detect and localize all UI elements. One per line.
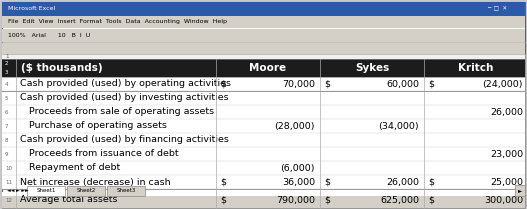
Bar <box>515 185 525 196</box>
Text: 26,000: 26,000 <box>386 177 419 186</box>
Text: 25,000: 25,000 <box>490 177 523 186</box>
Text: File  Edit  View  Insert  Format  Tools  Data  Accounting  Window  Help: File Edit View Insert Format Tools Data … <box>8 19 227 24</box>
Text: 23,000: 23,000 <box>490 149 523 158</box>
Bar <box>67 186 105 196</box>
Bar <box>2 119 525 133</box>
Text: (34,000): (34,000) <box>378 121 419 130</box>
Text: 790,000: 790,000 <box>276 195 315 204</box>
Bar <box>2 161 525 175</box>
Text: 10: 10 <box>5 166 12 171</box>
Text: 70,000: 70,000 <box>282 79 315 88</box>
Bar <box>2 59 525 77</box>
Text: ►: ► <box>518 189 522 194</box>
Text: $: $ <box>324 177 330 186</box>
Bar <box>27 186 65 196</box>
Text: Sykes: Sykes <box>355 63 389 73</box>
Text: $: $ <box>220 195 226 204</box>
Text: 100%   Arial      10   B  I  U: 100% Arial 10 B I U <box>8 33 90 38</box>
Bar <box>2 175 525 189</box>
Text: (6,000): (6,000) <box>280 163 315 172</box>
Bar <box>2 196 525 209</box>
Text: 60,000: 60,000 <box>386 79 419 88</box>
Text: $: $ <box>428 177 434 186</box>
Text: 5: 5 <box>5 96 8 101</box>
Text: 625,000: 625,000 <box>380 195 419 204</box>
Text: 4: 4 <box>5 82 8 87</box>
Text: 1: 1 <box>5 54 8 59</box>
Text: 7: 7 <box>5 124 8 129</box>
Text: 9: 9 <box>5 152 8 157</box>
Bar <box>2 192 525 208</box>
Text: Proceeds from sale of operating assets: Proceeds from sale of operating assets <box>20 107 214 116</box>
Text: 8: 8 <box>5 138 8 143</box>
Text: ◄◄ ► ►►: ◄◄ ► ►► <box>7 189 29 194</box>
Text: 26,000: 26,000 <box>490 107 523 116</box>
Text: Cash provided (used) by investing activities: Cash provided (used) by investing activi… <box>20 93 229 102</box>
Text: Sheet3: Sheet3 <box>116 189 135 194</box>
Text: 36,000: 36,000 <box>282 177 315 186</box>
Bar <box>107 186 145 196</box>
Text: 12: 12 <box>5 198 12 203</box>
Text: 2: 2 <box>5 61 8 66</box>
Text: Net increase (decrease) in cash: Net increase (decrease) in cash <box>20 177 171 186</box>
Bar <box>2 133 525 147</box>
Bar <box>2 2 525 16</box>
Text: Purchase of operating assets: Purchase of operating assets <box>20 121 167 130</box>
Text: $: $ <box>428 79 434 88</box>
Text: 11: 11 <box>5 180 12 185</box>
Text: 300,000: 300,000 <box>484 195 523 204</box>
Bar <box>2 77 525 91</box>
Bar <box>2 16 525 28</box>
Text: (24,000): (24,000) <box>483 79 523 88</box>
Bar <box>2 105 525 119</box>
Text: $: $ <box>220 79 226 88</box>
Text: Repayment of debt: Repayment of debt <box>20 163 120 172</box>
Bar <box>2 91 525 105</box>
Text: $: $ <box>220 177 226 186</box>
Bar <box>2 147 525 161</box>
Text: Moore: Moore <box>249 63 287 73</box>
Text: Sheet1: Sheet1 <box>36 189 56 194</box>
Text: Cash provided (used) by financing activities: Cash provided (used) by financing activi… <box>20 135 229 144</box>
Text: $: $ <box>324 79 330 88</box>
Bar <box>2 43 525 54</box>
Text: 6: 6 <box>5 110 8 115</box>
Text: ─  □  ✕: ─ □ ✕ <box>487 6 507 11</box>
Text: 3: 3 <box>5 70 8 75</box>
Text: ($ thousands): ($ thousands) <box>21 63 103 73</box>
Text: Average total assets: Average total assets <box>20 195 118 204</box>
Text: Sheet2: Sheet2 <box>76 189 96 194</box>
Bar <box>2 29 525 42</box>
Text: Kritch: Kritch <box>458 63 494 73</box>
Text: Microsoft Excel: Microsoft Excel <box>8 6 55 11</box>
Bar <box>2 54 525 59</box>
Text: $: $ <box>428 195 434 204</box>
Text: $: $ <box>324 195 330 204</box>
Text: Cash provided (used) by operating activities: Cash provided (used) by operating activi… <box>20 79 231 88</box>
Text: Proceeds from issuance of debt: Proceeds from issuance of debt <box>20 149 179 158</box>
Text: (28,000): (28,000) <box>275 121 315 130</box>
